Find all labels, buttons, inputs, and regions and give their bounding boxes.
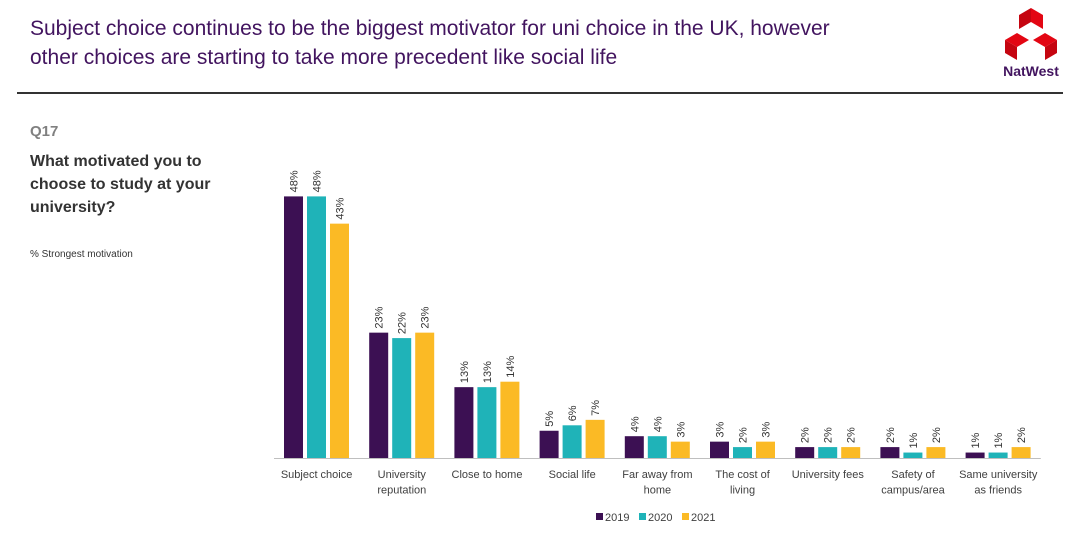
natwest-logo: NatWest (996, 8, 1066, 80)
question-line-1: What motivated you to (30, 153, 202, 170)
bar-2020-7 (903, 452, 923, 458)
category-label-2: Close to home (452, 469, 523, 481)
data-label-2020-5: 2% (738, 427, 750, 443)
category-label-6: University fees (792, 469, 865, 481)
data-label-2021-6: 2% (846, 427, 858, 443)
data-label-2019-0: 48% (289, 170, 301, 192)
legend-swatch-2020 (639, 513, 646, 520)
category-label-1: University (378, 469, 427, 481)
data-label-2020-0: 48% (312, 170, 324, 192)
category-label-8: as friends (974, 485, 1022, 497)
category-label-7: campus/area (881, 485, 945, 497)
bar-2021-2 (500, 381, 520, 458)
legend-swatch-2019 (596, 513, 603, 520)
natwest-cube-icon (1005, 8, 1057, 60)
data-label-2019-4: 4% (629, 416, 641, 432)
bar-2021-1 (415, 332, 435, 458)
data-label-2019-7: 2% (885, 427, 897, 443)
measure-note: % Strongest motivation (30, 249, 133, 260)
category-label-5: The cost of (715, 469, 770, 481)
data-label-2019-8: 1% (970, 432, 982, 448)
data-label-2021-3: 7% (590, 400, 602, 416)
page-title: Subject choice continues to be the bigge… (30, 14, 960, 72)
bar-2020-8 (988, 452, 1008, 458)
bar-2019-6 (795, 447, 815, 458)
bar-2019-8 (965, 452, 985, 458)
bar-2021-8 (1011, 447, 1031, 458)
bar-2020-3 (562, 425, 582, 458)
data-label-2021-0: 43% (335, 197, 347, 219)
data-label-2021-5: 3% (761, 422, 773, 438)
data-label-2020-2: 13% (482, 361, 494, 383)
category-label-3: Social life (549, 469, 596, 481)
category-label-4: home (644, 485, 672, 497)
category-label-5: living (730, 485, 755, 497)
data-label-2021-7: 2% (931, 427, 943, 443)
header-divider (17, 92, 1063, 94)
bar-2019-1 (369, 332, 389, 458)
page-title-line-1: Subject choice continues to be the bigge… (30, 17, 830, 40)
data-label-2019-3: 5% (544, 411, 556, 427)
data-label-2020-7: 1% (908, 432, 920, 448)
data-label-2021-1: 23% (420, 306, 432, 328)
legend-swatch-2021 (682, 513, 689, 520)
bar-2020-0 (307, 196, 326, 458)
category-label-1: reputation (377, 485, 426, 497)
data-label-2021-8: 2% (1016, 427, 1028, 443)
page-title-line-2: other choices are starting to take more … (30, 46, 618, 69)
bar-2021-6 (841, 447, 861, 458)
bar-2021-5 (756, 441, 775, 458)
question-line-2: choose to study at your (30, 176, 211, 193)
bar-2020-6 (818, 447, 838, 458)
bar-2021-0 (330, 223, 349, 458)
question-text: What motivated you to choose to study at… (30, 150, 230, 219)
bar-2021-7 (926, 447, 946, 458)
bar-2019-4 (624, 436, 644, 458)
bar-2020-5 (733, 447, 752, 458)
category-label-0: Subject choice (281, 469, 353, 481)
legend-label-2021: 2021 (691, 512, 715, 524)
data-label-2020-4: 4% (652, 416, 664, 432)
bar-2019-5 (710, 441, 729, 458)
bar-2019-0 (284, 196, 303, 458)
data-label-2019-5: 3% (715, 422, 727, 438)
bar-2021-3 (585, 419, 605, 458)
bar-2020-4 (647, 436, 667, 458)
bar-2021-4 (670, 441, 690, 458)
data-label-2019-1: 23% (374, 306, 386, 328)
category-label-8: Same university (959, 469, 1038, 481)
data-label-2020-8: 1% (993, 432, 1005, 448)
question-line-3: university? (30, 199, 116, 216)
bar-2020-1 (392, 338, 412, 458)
bar-2020-2 (477, 387, 497, 458)
bar-2019-7 (880, 447, 900, 458)
data-label-2019-2: 13% (459, 361, 471, 383)
data-label-2021-4: 3% (675, 422, 687, 438)
data-label-2019-6: 2% (800, 427, 812, 443)
question-number: Q17 (30, 123, 59, 140)
logo-text: NatWest (1003, 63, 1059, 79)
data-label-2020-1: 22% (397, 312, 409, 334)
data-label-2021-2: 14% (505, 355, 517, 377)
data-label-2020-6: 2% (823, 427, 835, 443)
bar-2019-2 (454, 387, 474, 458)
category-label-4: Far away from (622, 469, 692, 481)
category-label-7: Safety of (891, 469, 935, 481)
data-label-2020-3: 6% (567, 405, 579, 421)
legend-label-2020: 2020 (648, 512, 672, 524)
bar-2019-3 (539, 430, 559, 458)
legend-label-2019: 2019 (605, 512, 629, 524)
